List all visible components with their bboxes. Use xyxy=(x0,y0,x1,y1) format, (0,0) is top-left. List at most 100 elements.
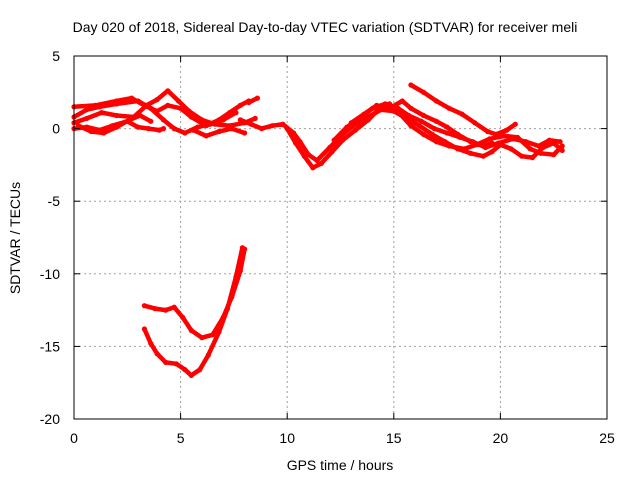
data-point xyxy=(365,117,371,123)
series-line xyxy=(408,82,518,137)
x-tick-label: 25 xyxy=(599,430,615,446)
data-point xyxy=(135,124,141,130)
data-point xyxy=(129,95,135,101)
data-point xyxy=(421,131,427,137)
data-point xyxy=(188,327,194,333)
data-point xyxy=(455,131,461,137)
data-point xyxy=(433,139,439,145)
data-point xyxy=(141,303,147,309)
data-point xyxy=(114,112,120,119)
x-tick-label: 0 xyxy=(70,430,78,446)
plot-frame xyxy=(73,55,608,420)
data-point xyxy=(154,97,160,103)
data-point xyxy=(182,367,188,373)
data-point xyxy=(421,112,427,119)
data-point xyxy=(233,110,239,116)
data-point xyxy=(186,108,192,114)
data-point xyxy=(143,102,150,108)
data-point xyxy=(163,359,169,365)
data-point xyxy=(527,146,533,152)
data-point xyxy=(431,126,437,132)
x-tick-label: 5 xyxy=(177,430,185,446)
data-point xyxy=(493,131,499,137)
series-arc-12 xyxy=(246,95,260,106)
data-point xyxy=(229,126,235,132)
data-point xyxy=(173,361,179,367)
data-point xyxy=(536,143,542,149)
data-point xyxy=(468,139,474,145)
data-point xyxy=(480,143,486,149)
data-point xyxy=(318,160,324,166)
data-point xyxy=(284,126,290,132)
data-point xyxy=(126,117,132,123)
y-tick-label: 0 xyxy=(52,121,60,137)
data-point xyxy=(135,98,141,104)
data-point xyxy=(408,82,414,88)
data-point xyxy=(252,115,258,121)
y-tick-label: -15 xyxy=(40,338,60,354)
data-point xyxy=(504,127,510,133)
data-point xyxy=(188,372,194,378)
data-point xyxy=(165,102,171,108)
data-point xyxy=(197,367,203,373)
data-point xyxy=(301,153,307,159)
data-point xyxy=(84,107,90,113)
data-point xyxy=(137,112,143,119)
y-tick-label: -5 xyxy=(48,193,61,209)
data-point xyxy=(269,123,275,129)
data-point xyxy=(559,143,565,149)
data-point xyxy=(461,146,467,152)
data-point xyxy=(433,98,439,104)
data-point xyxy=(254,95,260,101)
y-tick-label: 5 xyxy=(52,48,60,64)
x-tick-label: 10 xyxy=(279,430,295,446)
data-point xyxy=(242,130,248,136)
data-point xyxy=(239,245,245,251)
data-point xyxy=(160,126,167,132)
data-point xyxy=(160,117,167,123)
data-point xyxy=(297,139,303,145)
data-point xyxy=(246,99,252,106)
data-point xyxy=(489,140,495,146)
chart-title: Day 020 of 2018, Sidereal Day-to-day VTE… xyxy=(73,19,578,35)
data-point xyxy=(293,140,299,146)
data-point xyxy=(165,88,171,94)
data-point xyxy=(327,144,333,151)
data-point xyxy=(329,149,335,155)
data-point xyxy=(406,112,412,119)
data-point xyxy=(529,155,536,161)
data-point xyxy=(340,137,346,143)
data-point xyxy=(557,139,563,145)
data-point xyxy=(408,105,414,111)
data-point xyxy=(99,110,105,116)
data-point xyxy=(280,121,286,127)
data-point xyxy=(248,121,254,127)
data-point xyxy=(156,127,162,133)
data-point xyxy=(205,352,211,358)
data-point xyxy=(444,124,450,130)
data-point xyxy=(331,137,337,143)
data-point xyxy=(512,121,518,127)
data-point xyxy=(446,143,452,149)
data-point xyxy=(175,98,182,104)
data-point xyxy=(310,165,316,171)
data-point xyxy=(361,111,367,117)
data-point xyxy=(502,133,508,139)
data-point xyxy=(395,105,401,111)
data-point xyxy=(224,306,231,312)
data-point xyxy=(386,105,393,111)
data-point xyxy=(141,326,147,332)
series-arc-11 xyxy=(408,82,518,137)
data-point xyxy=(418,118,425,124)
data-point xyxy=(489,149,495,155)
data-point xyxy=(171,126,177,132)
series-arc-8 xyxy=(284,101,565,171)
data-point xyxy=(114,101,120,107)
series-arc-10 xyxy=(348,98,495,149)
data-point xyxy=(485,128,491,135)
data-point xyxy=(84,115,90,121)
data-point xyxy=(429,131,435,137)
data-point xyxy=(180,314,186,320)
data-point xyxy=(495,140,501,146)
